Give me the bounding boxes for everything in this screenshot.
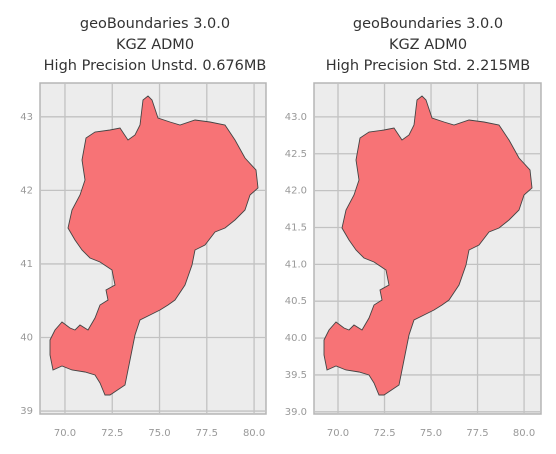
y-tick-label: 41 bbox=[20, 259, 33, 270]
x-tick-label: 75.0 bbox=[148, 428, 170, 439]
y-tick-label: 41.0 bbox=[285, 259, 307, 270]
chart-title: KGZ ADM0 bbox=[389, 37, 467, 53]
y-tick-label: 39.0 bbox=[285, 407, 307, 418]
x-tick-label: 70.0 bbox=[327, 428, 349, 439]
y-tick-label: 40.0 bbox=[285, 333, 307, 344]
x-tick-label: 75.0 bbox=[420, 428, 442, 439]
y-tick-label: 39.5 bbox=[285, 370, 307, 381]
y-tick-label: 43.0 bbox=[285, 112, 307, 123]
chart-title: High Precision Std. 2.215MB bbox=[326, 58, 531, 74]
y-tick-label: 42.0 bbox=[285, 186, 307, 197]
country-shape bbox=[49, 95, 259, 396]
y-tick-label: 43 bbox=[20, 112, 33, 123]
x-tick-label: 77.5 bbox=[466, 428, 488, 439]
chart-title: geoBoundaries 3.0.0 bbox=[353, 16, 503, 32]
x-tick-label: 70.0 bbox=[54, 428, 76, 439]
y-tick-label: 40 bbox=[20, 333, 33, 344]
x-tick-label: 77.5 bbox=[196, 428, 218, 439]
panel: geoBoundaries 3.0.0 KGZ ADM0 High Precisio… bbox=[285, 16, 542, 439]
y-tick-label: 40.5 bbox=[285, 296, 307, 307]
x-tick-label: 80.0 bbox=[243, 428, 265, 439]
x-tick-label: 80.0 bbox=[513, 428, 535, 439]
chart-title: KGZ ADM0 bbox=[116, 37, 194, 53]
y-tick-label: 42 bbox=[20, 185, 33, 196]
chart-title: geoBoundaries 3.0.0 bbox=[80, 16, 230, 32]
y-tick-label: 39 bbox=[20, 406, 33, 417]
y-tick-label: 42.5 bbox=[285, 149, 307, 160]
country-shape bbox=[323, 95, 533, 396]
x-tick-label: 72.5 bbox=[373, 428, 395, 439]
chart-title: High Precision Unstd. 0.676MB bbox=[44, 58, 267, 74]
x-tick-label: 72.5 bbox=[101, 428, 123, 439]
y-tick-label: 41.5 bbox=[285, 222, 307, 233]
panel: geoBoundaries 3.0.0 KGZ ADM0 High Precisio… bbox=[20, 16, 267, 439]
